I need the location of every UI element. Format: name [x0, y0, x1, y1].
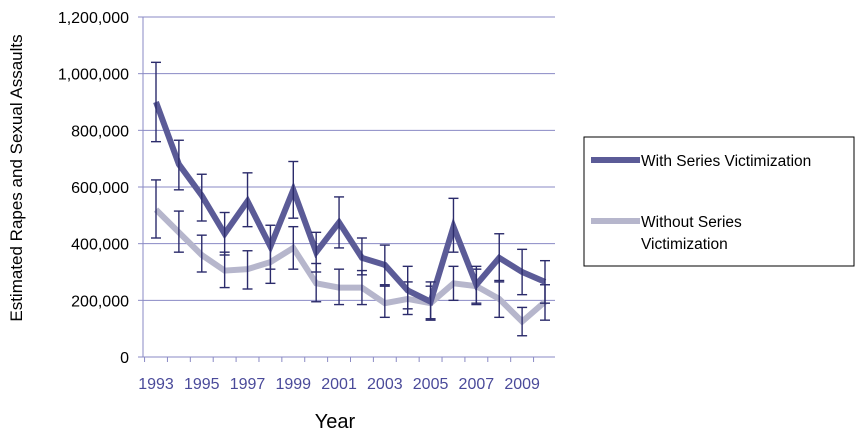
error-bar: [448, 197, 459, 253]
error-bar: [219, 211, 230, 256]
y-tick-label: 600,000: [71, 180, 129, 197]
y-tick-label: 400,000: [71, 237, 129, 254]
legend-label-with-series: With Series Victimization: [641, 153, 811, 170]
error-bar: [196, 234, 207, 273]
legend: With Series Victimization Without Series…: [583, 136, 855, 267]
error-bar: [242, 172, 253, 228]
x-tick-label: 2003: [367, 376, 403, 393]
error-bar: [334, 268, 345, 306]
y-axis-title: Estimated Rapes and Sexual Assaults: [7, 34, 26, 321]
error-bar: [173, 210, 184, 253]
y-tick-label: 800,000: [71, 123, 129, 140]
grid-lines: [138, 16, 555, 358]
error-bar: [196, 173, 207, 222]
error-bar: [540, 259, 550, 304]
error-bar: [242, 250, 253, 290]
y-axis-ticks: 0 200,000 400,000 600,000 800,000 1,000,000 1,…: [58, 10, 129, 367]
error-bar: [379, 244, 390, 286]
error-bar: [402, 265, 413, 310]
x-tick-label: 1995: [184, 376, 220, 393]
y-tick-label: 1,000,000: [58, 67, 129, 84]
series-layer: [151, 61, 550, 337]
x-axis: [142, 17, 555, 362]
error-bar: [288, 225, 299, 270]
series-0: [151, 61, 550, 321]
legend-label-without-series-line1: Without Series: [641, 214, 742, 231]
error-bar: [151, 179, 161, 239]
error-bar: [448, 265, 459, 302]
y-tick-label: 0: [120, 350, 129, 367]
x-tick-label: 1997: [230, 376, 266, 393]
error-bar: [517, 248, 528, 296]
error-bar: [379, 285, 390, 319]
x-tick-label: 1993: [138, 376, 174, 393]
x-tick-label: 2005: [413, 376, 449, 393]
x-tick-label: 1999: [275, 376, 311, 393]
legend-label-without-series-line2: Victimization: [641, 236, 728, 253]
error-bar: [494, 233, 505, 283]
error-bar: [356, 237, 367, 276]
x-axis-ticks: 1993 1995 1997 1999 2001 2003 2005 2007 2009: [138, 376, 540, 393]
error-bar: [173, 139, 184, 191]
y-tick-label: 1,200,000: [58, 10, 129, 27]
series-line: [153, 207, 547, 326]
error-bar: [265, 224, 276, 270]
error-bar: [517, 306, 528, 337]
series-1: [151, 179, 550, 337]
error-bar: [151, 61, 161, 143]
error-bar: [288, 160, 299, 219]
error-bar: [334, 196, 345, 249]
error-bar: [311, 231, 322, 273]
y-tick-label: 200,000: [71, 293, 129, 310]
legend-label-without-series: Without Series Victimization: [641, 214, 742, 253]
error-bar: [425, 281, 436, 321]
x-tick-label: 2001: [321, 376, 357, 393]
x-tick-label: 2009: [504, 376, 540, 393]
error-bar: [471, 265, 482, 304]
x-axis-title: Year: [315, 411, 356, 431]
x-tick-label: 2007: [459, 376, 495, 393]
series-line: [153, 100, 547, 307]
